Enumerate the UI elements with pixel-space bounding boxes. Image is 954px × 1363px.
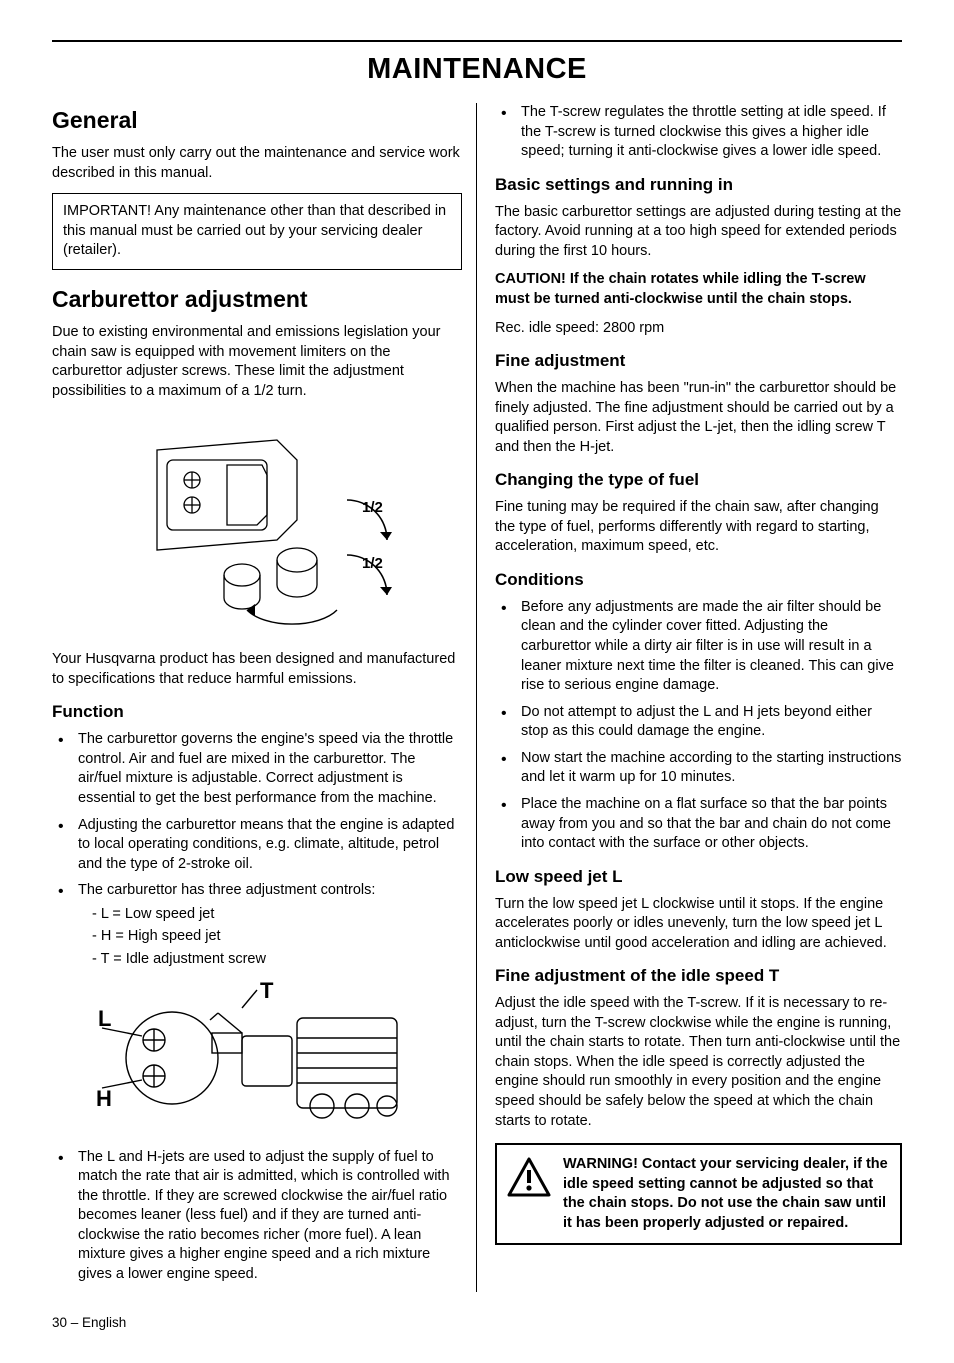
paragraph-husqvarna: Your Husqvarna product has been designed…	[52, 650, 462, 689]
heading-basic-settings: Basic settings and running in	[495, 174, 902, 197]
right-column: The T-screw regulates the throttle setti…	[477, 103, 902, 1292]
column-container: General The user must only carry out the…	[52, 103, 902, 1292]
warning-box: WARNING! Contact your servicing dealer, …	[495, 1143, 902, 1245]
page-title: MAINTENANCE	[52, 50, 902, 89]
top-rule	[52, 40, 902, 42]
function-list: The carburettor governs the engine's spe…	[52, 730, 462, 969]
condition-item-2: Do not attempt to adjust the L and H jet…	[495, 703, 902, 742]
diagram2-label-t: T	[260, 978, 274, 1003]
function-item-4: The L and H-jets are used to adjust the …	[52, 1148, 462, 1285]
function-list-2: The L and H-jets are used to adjust the …	[52, 1148, 462, 1285]
paragraph-general: The user must only carry out the mainten…	[52, 144, 462, 183]
important-text: IMPORTANT! Any maintenance other than th…	[63, 203, 446, 258]
paragraph-fuel: Fine tuning may be required if the chain…	[495, 498, 902, 557]
diagram2-label-h: H	[96, 1086, 112, 1111]
paragraph-idle-speed: Adjust the idle speed with the T-screw. …	[495, 994, 902, 1131]
function-item-1: The carburettor governs the engine's spe…	[52, 730, 462, 808]
warning-text: WARNING! Contact your servicing dealer, …	[563, 1155, 888, 1233]
left-column: General The user must only carry out the…	[52, 103, 477, 1292]
heading-carburettor: Carburettor adjustment	[52, 284, 462, 315]
diagram2-label-l: L	[98, 1006, 111, 1031]
function-sub-t: - T = Idle adjustment screw	[78, 950, 462, 970]
diagram1-label-half2: 1/2	[362, 555, 383, 572]
tscrew-list: The T-screw regulates the throttle setti…	[495, 103, 902, 162]
heading-low-speed-jet: Low speed jet L	[495, 866, 902, 889]
rec-idle-text: Rec. idle speed: 2800 rpm	[495, 319, 902, 339]
conditions-list: Before any adjustments are made the air …	[495, 598, 902, 854]
function-sublist: - L = Low speed jet - H = High speed jet…	[78, 905, 462, 970]
tscrew-item: The T-screw regulates the throttle setti…	[495, 103, 902, 162]
paragraph-low-speed: Turn the low speed jet L clockwise until…	[495, 895, 902, 954]
carburettor-diagram: 1/2 1/2	[52, 410, 462, 640]
heading-idle-speed-t: Fine adjustment of the idle speed T	[495, 965, 902, 988]
function-item-2: Adjusting the carburettor means that the…	[52, 816, 462, 875]
function-sub-h: - H = High speed jet	[78, 927, 462, 947]
jets-diagram: L H T	[52, 978, 462, 1138]
heading-general: General	[52, 105, 462, 136]
paragraph-basic: The basic carburettor settings are adjus…	[495, 203, 902, 262]
paragraph-fine: When the machine has been "run-in" the c…	[495, 379, 902, 457]
warning-triangle-icon	[507, 1157, 551, 1204]
function-item-3: The carburettor has three adjustment con…	[52, 881, 462, 969]
condition-item-1: Before any adjustments are made the air …	[495, 598, 902, 696]
caution-text: CAUTION! If the chain rotates while idli…	[495, 270, 902, 309]
heading-fine-adjustment: Fine adjustment	[495, 350, 902, 373]
heading-conditions: Conditions	[495, 569, 902, 592]
condition-item-3: Now start the machine according to the s…	[495, 749, 902, 788]
important-box: IMPORTANT! Any maintenance other than th…	[52, 193, 462, 270]
condition-item-4: Place the machine on a flat surface so t…	[495, 795, 902, 854]
function-sub-l: - L = Low speed jet	[78, 905, 462, 925]
heading-function: Function	[52, 701, 462, 724]
diagram1-label-half1: 1/2	[362, 499, 383, 516]
paragraph-carburettor: Due to existing environmental and emissi…	[52, 323, 462, 401]
function-item-3-text: The carburettor has three adjustment con…	[78, 882, 375, 898]
page-footer: 30 – English	[52, 1314, 902, 1332]
heading-fuel-type: Changing the type of fuel	[495, 469, 902, 492]
